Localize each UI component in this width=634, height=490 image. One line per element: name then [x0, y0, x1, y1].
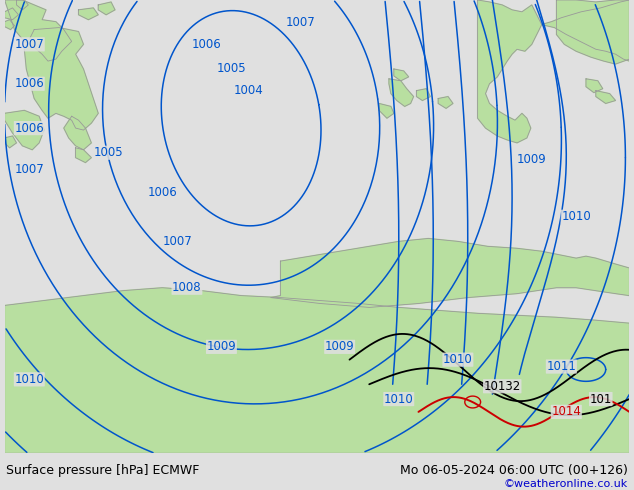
Polygon shape: [98, 2, 115, 15]
Text: 1006: 1006: [148, 186, 177, 198]
Polygon shape: [4, 20, 15, 29]
Text: 1009: 1009: [325, 341, 354, 353]
Polygon shape: [4, 288, 630, 453]
Text: 1007: 1007: [162, 235, 192, 248]
Text: 1006: 1006: [15, 77, 44, 90]
Polygon shape: [596, 91, 616, 103]
Text: Mo 06-05-2024 06:00 UTC (00+126): Mo 06-05-2024 06:00 UTC (00+126): [400, 465, 628, 477]
Text: 1007: 1007: [15, 163, 44, 176]
Text: 101: 101: [590, 392, 612, 406]
Polygon shape: [379, 103, 394, 118]
Text: 1008: 1008: [172, 281, 202, 294]
Polygon shape: [541, 0, 630, 61]
Text: 1009: 1009: [207, 341, 236, 353]
Polygon shape: [24, 27, 98, 130]
Polygon shape: [64, 116, 91, 150]
Text: 1004: 1004: [234, 84, 264, 97]
Polygon shape: [4, 8, 18, 20]
Text: 1007: 1007: [285, 16, 315, 29]
Polygon shape: [586, 79, 603, 93]
Polygon shape: [16, 0, 29, 10]
Polygon shape: [4, 136, 16, 148]
Polygon shape: [75, 148, 91, 163]
Text: 1010: 1010: [561, 210, 591, 223]
Text: Surface pressure [hPa] ECMWF: Surface pressure [hPa] ECMWF: [6, 465, 200, 477]
Polygon shape: [557, 0, 630, 64]
Text: 1005: 1005: [216, 62, 246, 75]
Polygon shape: [79, 8, 98, 20]
Text: 1010: 1010: [384, 392, 413, 406]
Text: 1011: 1011: [547, 360, 576, 373]
Text: 1010: 1010: [15, 373, 44, 386]
Text: 1005: 1005: [93, 146, 123, 159]
Text: 1006: 1006: [191, 38, 221, 51]
Polygon shape: [417, 89, 430, 100]
Polygon shape: [271, 239, 630, 307]
Text: ©weatheronline.co.uk: ©weatheronline.co.uk: [503, 479, 628, 489]
Polygon shape: [477, 0, 541, 143]
Polygon shape: [394, 69, 409, 81]
Text: 1010: 1010: [443, 353, 473, 366]
Polygon shape: [4, 110, 44, 150]
Polygon shape: [389, 79, 413, 106]
Text: 1007: 1007: [15, 38, 44, 51]
Text: 1014: 1014: [552, 405, 581, 418]
Text: 1009: 1009: [517, 153, 547, 166]
Text: 10132: 10132: [484, 380, 521, 393]
Polygon shape: [4, 0, 72, 61]
Text: 1006: 1006: [15, 122, 44, 135]
Polygon shape: [438, 97, 453, 108]
